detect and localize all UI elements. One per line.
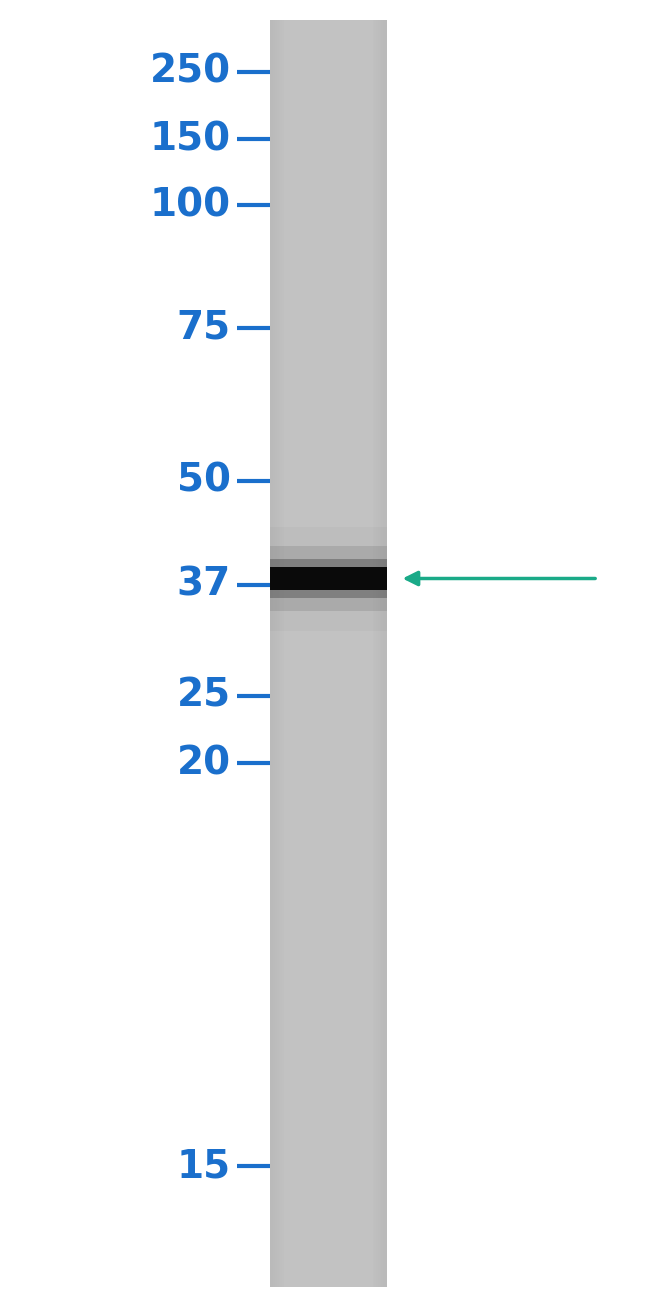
Text: 75: 75	[177, 308, 231, 347]
Text: 25: 25	[177, 676, 231, 715]
Bar	[270, 568, 387, 589]
Bar	[280, 20, 282, 1287]
Bar	[272, 20, 273, 1287]
Bar	[270, 526, 387, 630]
Bar	[282, 20, 284, 1287]
Bar	[270, 20, 387, 1287]
Text: 250: 250	[150, 52, 231, 91]
Text: 20: 20	[177, 744, 231, 783]
Bar	[275, 20, 277, 1287]
Bar	[273, 20, 275, 1287]
Text: 15: 15	[177, 1147, 231, 1186]
Bar	[374, 20, 376, 1287]
Bar	[270, 20, 272, 1287]
Text: 50: 50	[177, 462, 231, 501]
Bar	[278, 20, 280, 1287]
Bar	[372, 20, 374, 1287]
Text: 150: 150	[150, 120, 231, 159]
Text: 37: 37	[177, 566, 231, 604]
Bar	[270, 559, 387, 598]
Bar	[384, 20, 385, 1287]
Bar	[270, 546, 387, 611]
Text: 100: 100	[150, 186, 231, 225]
Bar	[385, 20, 387, 1287]
Bar	[277, 20, 278, 1287]
Bar	[380, 20, 382, 1287]
Bar	[382, 20, 383, 1287]
Bar	[378, 20, 380, 1287]
Bar	[376, 20, 378, 1287]
Bar	[270, 567, 387, 590]
